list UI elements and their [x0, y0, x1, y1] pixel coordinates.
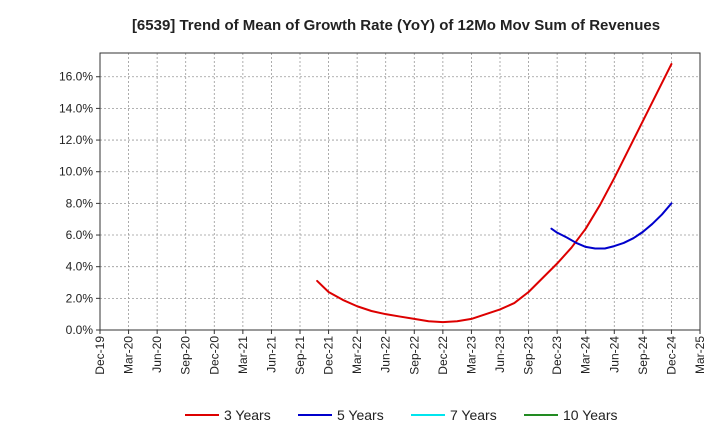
x-axis: Dec-19 Mar-20 Jun-20 Sep-20 Dec-20 Mar-21 Jun-…: [93, 330, 707, 375]
y-axis: 0.0% 2.0% 4.0% 6.0% 8.0% 10.0% 12.0% 14.0% 16.0%: [59, 70, 100, 337]
y-tick-label: 4.0%: [66, 260, 94, 274]
x-tick-label: Mar-23: [464, 336, 478, 374]
x-tick-label: Sep-22: [407, 336, 421, 375]
y-tick-label: 16.0%: [59, 70, 93, 84]
x-tick-label: Dec-21: [322, 336, 336, 375]
x-tick-label: Dec-20: [207, 336, 221, 375]
plot-frame: [99, 52, 701, 331]
y-tick-label: 2.0%: [66, 291, 94, 305]
chart-title: [6539] Trend of Mean of Growth Rate (YoY…: [132, 17, 660, 34]
legend-label: 3 Years: [224, 407, 271, 423]
y-tick-label: 6.0%: [66, 228, 94, 242]
x-tick-label: Mar-25: [693, 336, 707, 374]
x-tick-label: Sep-23: [522, 336, 536, 375]
series-line-3-years: [316, 63, 673, 324]
x-tick-label: Dec-23: [550, 336, 564, 375]
series-lines: [316, 63, 673, 324]
x-tick-label: Mar-20: [122, 336, 136, 374]
legend-label: 5 Years: [337, 407, 384, 423]
x-tick-label: Dec-19: [93, 336, 107, 375]
x-tick-label: Mar-21: [236, 336, 250, 374]
legend-label: 7 Years: [450, 407, 497, 423]
x-tick-label: Mar-22: [350, 336, 364, 374]
x-tick-label: Mar-24: [579, 336, 593, 374]
y-tick-label: 10.0%: [59, 165, 93, 179]
x-tick-label: Jun-24: [607, 336, 621, 373]
y-tick-label: 14.0%: [59, 101, 93, 115]
legend: 3 Years 5 Years 7 Years 10 Years: [185, 407, 618, 423]
x-tick-label: Sep-21: [293, 336, 307, 375]
x-tick-label: Dec-22: [436, 336, 450, 375]
y-tick-label: 8.0%: [66, 196, 94, 210]
grid-lines: [100, 53, 700, 330]
y-tick-label: 12.0%: [59, 133, 93, 147]
x-tick-label: Sep-24: [636, 336, 650, 375]
series-line-5-years: [550, 202, 673, 250]
x-tick-label: Sep-20: [179, 336, 193, 375]
legend-label: 10 Years: [563, 407, 618, 423]
y-tick-label: 0.0%: [66, 323, 94, 337]
x-tick-label: Dec-24: [664, 336, 678, 375]
x-tick-label: Jun-22: [379, 336, 393, 373]
x-tick-label: Jun-21: [264, 336, 278, 373]
x-tick-label: Jun-23: [493, 336, 507, 373]
x-tick-label: Jun-20: [150, 336, 164, 373]
